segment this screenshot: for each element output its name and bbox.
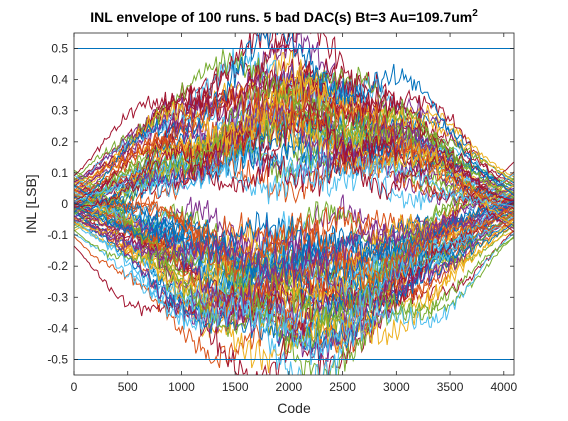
- y-tick-label: 0: [61, 197, 68, 211]
- run-line: [74, 75, 514, 216]
- run-line: [74, 189, 514, 290]
- y-tick-label: 0.3: [51, 104, 68, 118]
- x-axis-label: Code: [277, 400, 311, 416]
- run-line: [74, 59, 514, 225]
- run-line: [74, 173, 514, 336]
- tick-labels: 0 500 1000 1500 2000 2500 3000 3500 4000 -0.5 -0.4…: [47, 42, 517, 394]
- axes: [73, 32, 515, 376]
- x-tick-label: 1500: [222, 380, 249, 394]
- x-tick-label: 2000: [276, 380, 303, 394]
- run-line: [74, 184, 514, 306]
- series-layer: [74, 33, 514, 375]
- y-tick-label: 0.5: [51, 42, 68, 56]
- chart-title: INL envelope of 100 runs. 5 bad DAC(s) B…: [90, 8, 478, 25]
- y-tick-label: -0.5: [47, 352, 68, 366]
- y-tick-label: -0.3: [47, 290, 68, 304]
- run-line: [74, 75, 514, 227]
- x-tick-label: 2500: [329, 380, 356, 394]
- x-tick-label: 0: [71, 380, 78, 394]
- y-tick-label: -0.1: [47, 228, 68, 242]
- run-line: [74, 171, 514, 368]
- y-tick-label: 0.1: [51, 166, 68, 180]
- y-axis-label: INL [LSB]: [23, 174, 39, 233]
- run-line: [74, 91, 514, 229]
- y-tick-label: -0.2: [47, 259, 68, 273]
- y-tick-label: -0.4: [47, 321, 68, 335]
- x-tick-label: 3500: [437, 380, 464, 394]
- run-line: [74, 136, 514, 208]
- run-line: [74, 148, 514, 209]
- y-tick-label: 0.4: [51, 73, 68, 87]
- run-line: [74, 33, 514, 206]
- x-tick-label: 500: [118, 380, 138, 394]
- run-line: [74, 82, 514, 213]
- run-line: [74, 104, 514, 218]
- x-tick-label: 3000: [383, 380, 410, 394]
- run-line: [74, 200, 514, 282]
- run-line: [74, 121, 514, 208]
- y-tick-label: 0.2: [51, 135, 68, 149]
- run-line: [74, 33, 514, 213]
- x-tick-label: 1000: [168, 380, 195, 394]
- run-line: [74, 187, 514, 288]
- reference-lines: [74, 48, 514, 360]
- x-tick-label: 4000: [490, 380, 517, 394]
- run-line: [74, 203, 514, 318]
- run-line: [74, 188, 514, 366]
- run-line: [74, 174, 514, 375]
- run-line: [74, 85, 514, 218]
